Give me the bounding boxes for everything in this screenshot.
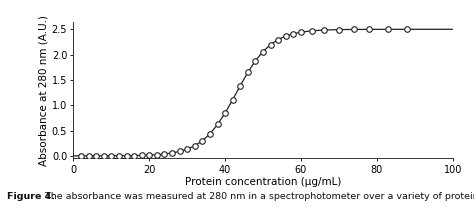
Text: Figure 4:: Figure 4: bbox=[7, 192, 55, 201]
X-axis label: Protein concentration (μg/mL): Protein concentration (μg/mL) bbox=[185, 178, 341, 187]
Text: The absorbance was measured at 280 nm in a spectrophotometer over a variety of p: The absorbance was measured at 280 nm in… bbox=[42, 192, 474, 201]
Y-axis label: Absorbance at 280 nm (A.U.): Absorbance at 280 nm (A.U.) bbox=[39, 15, 49, 166]
